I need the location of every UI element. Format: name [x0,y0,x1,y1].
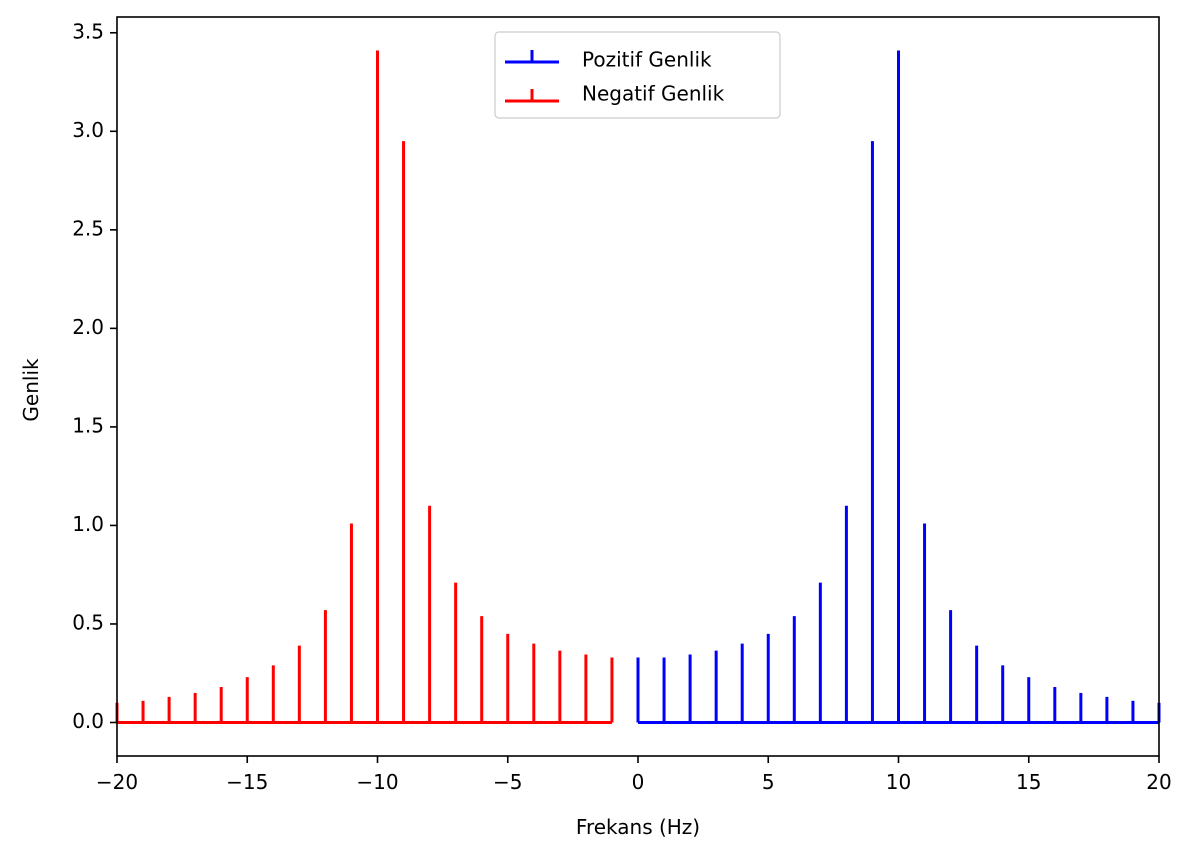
y-tick-label-5: 2.5 [72,216,104,240]
y-tick-label-0: 0.0 [72,709,104,733]
y-tick-label-1: 0.5 [72,610,104,634]
y-tick-label-3: 1.5 [72,413,104,437]
x-tick-label-0: −20 [96,770,138,794]
plot-background [117,17,1159,756]
x-tick-label-7: 15 [1016,770,1041,794]
x-tick-label-4: 0 [632,770,645,794]
legend-box [494,31,781,119]
legend-label-positive: Pozitif Genlik [582,48,712,72]
legend-entry-negative: Negatif Genlik [505,82,725,106]
legend-entry-positive: Pozitif Genlik [505,48,712,72]
y-tick-label-4: 2.0 [72,315,104,339]
x-tick-label-6: 10 [886,770,911,794]
y-axis: 0.0 0.5 1.0 1.5 2.0 2.5 3.0 3.5 [72,19,117,733]
legend-label-negative: Negatif Genlik [582,82,725,106]
x-tick-label-5: 5 [762,770,775,794]
legend: Pozitif Genlik Negatif Genlik [494,31,781,119]
stems-layer [115,50,1161,723]
y-tick-label-6: 3.0 [72,118,104,142]
plot-area [115,17,1161,756]
y-tick-label-7: 3.5 [72,19,104,43]
x-tick-label-8: 20 [1146,770,1171,794]
x-tick-label-1: −15 [226,770,268,794]
x-tick-label-3: −5 [493,770,522,794]
y-axis-label: Genlik [19,358,43,422]
x-axis-label: Frekans (Hz) [576,815,700,839]
y-tick-label-2: 1.0 [72,512,104,536]
x-tick-label-2: −10 [356,770,398,794]
x-axis: −20 −15 −10 −5 0 5 10 15 20 [96,756,1172,794]
